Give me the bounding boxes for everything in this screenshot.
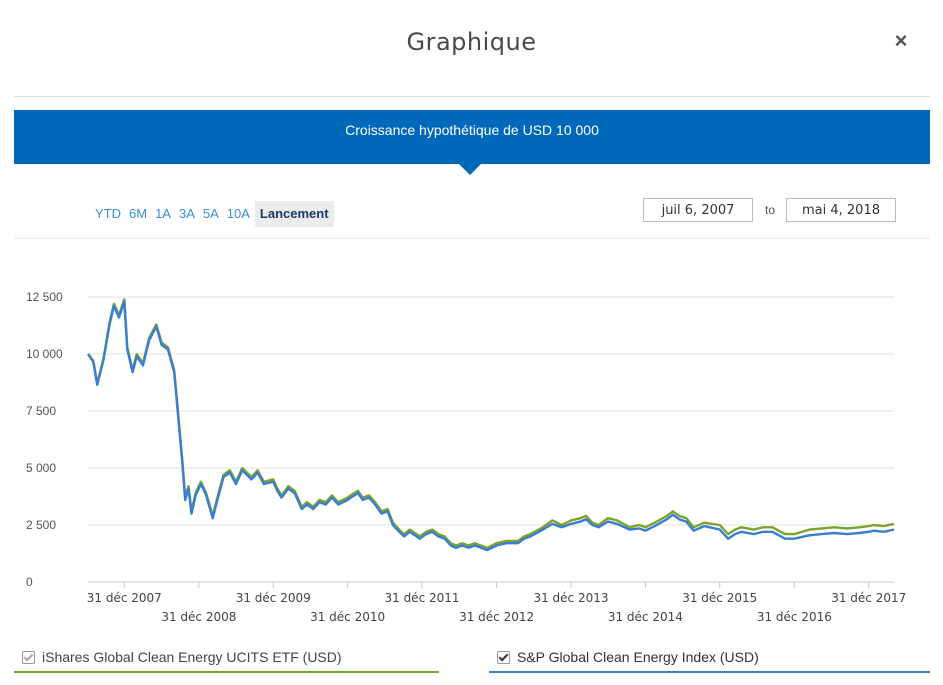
legend-item-index[interactable]: S&P Global Clean Energy Index (USD) bbox=[497, 643, 759, 671]
x-tick-label: 31 déc 2010 bbox=[310, 610, 385, 624]
range-button-1a[interactable]: 1A bbox=[155, 206, 171, 221]
series-line-index bbox=[87, 298, 895, 549]
y-tick-label: 10 000 bbox=[26, 347, 63, 361]
date-to-input[interactable] bbox=[786, 198, 896, 222]
close-button[interactable]: × bbox=[888, 26, 914, 56]
series-line-etf bbox=[86, 300, 895, 552]
range-button-ytd[interactable]: YTD bbox=[95, 206, 121, 221]
date-to-label: to bbox=[765, 203, 776, 217]
x-tick-label: 31 déc 2007 bbox=[87, 591, 162, 605]
y-tick-label: 12 500 bbox=[26, 290, 63, 304]
x-tick-label: 31 déc 2012 bbox=[459, 610, 534, 624]
x-tick-label: 31 déc 2011 bbox=[384, 591, 459, 605]
legend-index-label: S&P Global Clean Energy Index (USD) bbox=[517, 649, 759, 665]
date-from-input[interactable] bbox=[643, 198, 753, 222]
banner-title: Croissance hypothétique de USD 10 000 bbox=[345, 122, 599, 138]
range-button-5a[interactable]: 5A bbox=[202, 206, 219, 221]
header-divider bbox=[14, 96, 930, 97]
x-tick-label: 31 déc 2017 bbox=[831, 591, 906, 605]
legend-etf-label: iShares Global Clean Energy UCITS ETF (U… bbox=[42, 649, 342, 665]
growth-line-chart: 0 2 500 5 000 7 500 10 000 12 500 31 déc 2007 3… bbox=[14, 237, 930, 624]
range-button-6m[interactable]: 6M bbox=[129, 206, 148, 221]
range-button-10a[interactable]: 10A bbox=[226, 206, 250, 221]
legend-etf-checkbox[interactable] bbox=[22, 650, 35, 664]
legend-item-etf[interactable]: iShares Global Clean Energy UCITS ETF (U… bbox=[22, 643, 342, 671]
legend-index-checkbox[interactable] bbox=[497, 650, 510, 664]
x-tick-label: 31 déc 2015 bbox=[682, 591, 757, 605]
legend-etf-underline bbox=[14, 671, 439, 673]
banner-arrow-icon bbox=[459, 164, 481, 175]
x-tick-label: 31 déc 2008 bbox=[161, 610, 236, 624]
x-tick-label: 31 déc 2009 bbox=[236, 591, 311, 605]
range-button-3a[interactable]: 3A bbox=[178, 206, 195, 221]
close-icon: × bbox=[894, 28, 908, 53]
x-tick-label: 31 déc 2013 bbox=[533, 591, 608, 605]
x-tick-label: 31 déc 2016 bbox=[757, 610, 832, 624]
modal-title: Graphique bbox=[406, 28, 537, 56]
range-selector: YTD 6M 1A 3A 5A 10A Lancement bbox=[92, 200, 336, 228]
range-button-lancement[interactable]: Lancement bbox=[254, 201, 334, 227]
legend-index-underline bbox=[489, 671, 930, 673]
y-tick-label: 2 500 bbox=[26, 518, 56, 532]
chart-banner: Croissance hypothétique de USD 10 000 bbox=[14, 110, 930, 164]
x-tick-label: 31 déc 2014 bbox=[608, 610, 683, 624]
y-tick-label: 7 500 bbox=[26, 404, 56, 418]
y-tick-label: 5 000 bbox=[26, 461, 56, 475]
y-tick-label: 0 bbox=[26, 575, 33, 589]
